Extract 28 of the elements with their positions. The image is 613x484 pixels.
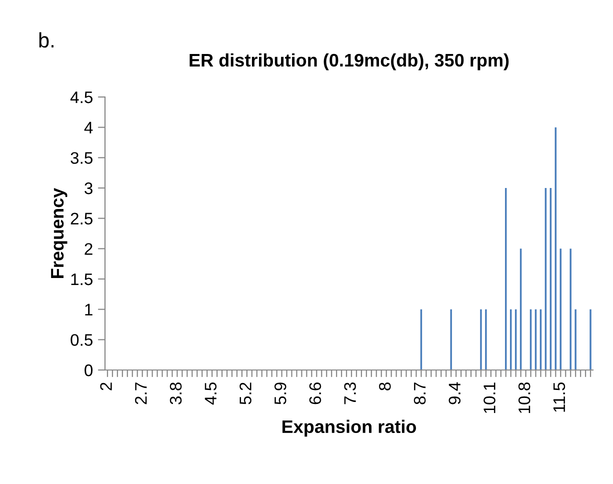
x-tick-label: 9.4 xyxy=(448,382,461,404)
y-tick-label: 0 xyxy=(84,364,93,376)
chart-title: ER distribution (0.19mc(db), 350 rpm) xyxy=(190,53,509,70)
x-tick-label: 6.6 xyxy=(309,382,322,404)
y-tick-label: 4.5 xyxy=(70,92,92,104)
x-tick-label: 8.7 xyxy=(414,382,426,404)
y-tick-label: 4 xyxy=(84,122,93,134)
x-tick-label: 10.8 xyxy=(518,382,530,413)
x-tick-label: 11.5 xyxy=(553,382,566,412)
x-tick-label: 5.2 xyxy=(240,382,252,404)
x-axis-title: Expansion ratio xyxy=(282,420,416,437)
y-tick-label: 3 xyxy=(84,182,92,194)
y-tick-label: 2.5 xyxy=(70,212,92,225)
y-tick-label: 3.5 xyxy=(70,152,92,164)
x-tick-label: 3.8 xyxy=(170,382,182,404)
y-tick-label: 0.5 xyxy=(70,334,92,346)
x-tick-label: 10.1 xyxy=(484,382,496,413)
y-tick-label: 1.5 xyxy=(71,274,92,286)
y-axis-title: Frequency xyxy=(51,188,68,278)
x-tick-label: 2.7 xyxy=(135,382,147,404)
x-tick-label: 7.3 xyxy=(344,382,356,404)
x-tick-label: 8 xyxy=(379,382,391,390)
x-tick-label: 5.9 xyxy=(274,382,286,404)
x-tick-label: 2 xyxy=(100,382,112,390)
y-tick-label: 1 xyxy=(85,304,92,316)
y-tick-label: 2 xyxy=(84,243,92,255)
text: b. xyxy=(39,32,54,48)
x-tick-label: 4.5 xyxy=(204,382,217,405)
